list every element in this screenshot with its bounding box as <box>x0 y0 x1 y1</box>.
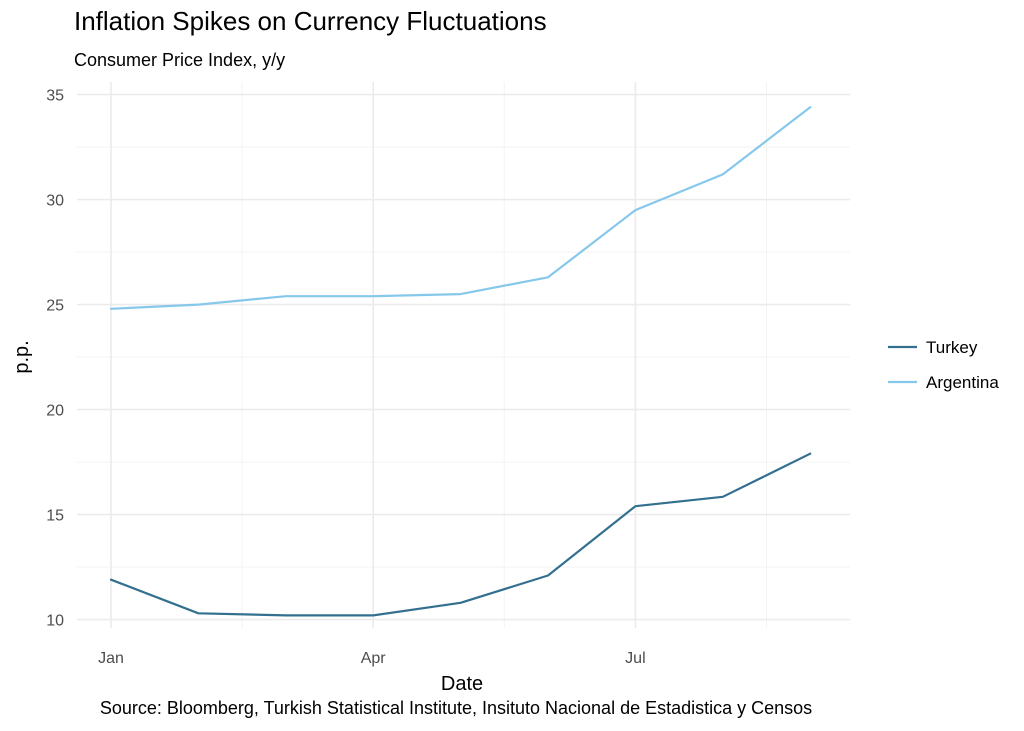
chart-subtitle: Consumer Price Index, y/y <box>74 50 285 70</box>
y-tick-label: 35 <box>46 88 64 105</box>
series-line-argentina <box>109 106 812 310</box>
chart-caption: Source: Bloomberg, Turkish Statistical I… <box>100 698 812 718</box>
chart-title: Inflation Spikes on Currency Fluctuation… <box>74 6 547 36</box>
y-axis-title: p.p. <box>11 340 33 373</box>
x-axis-ticks: Jan Apr Jul <box>98 650 646 667</box>
legend-label-turkey: Turkey <box>926 338 978 357</box>
x-axis-title: Date <box>441 673 483 695</box>
grid <box>77 82 850 628</box>
y-tick-label: 15 <box>46 508 64 525</box>
legend-label-argentina: Argentina <box>926 373 999 392</box>
y-tick-label: 25 <box>46 298 64 315</box>
y-tick-label: 10 <box>46 613 64 630</box>
x-tick-label: Jul <box>625 650 645 667</box>
y-tick-label: 30 <box>46 193 64 210</box>
y-axis-ticks: 10 15 20 25 30 35 <box>46 88 64 630</box>
series-lines <box>109 106 812 617</box>
legend: Turkey Argentina <box>888 338 999 392</box>
x-tick-label: Apr <box>361 650 387 667</box>
y-tick-label: 20 <box>46 403 64 420</box>
series-line-turkey <box>109 452 812 617</box>
x-tick-label: Jan <box>98 650 124 667</box>
